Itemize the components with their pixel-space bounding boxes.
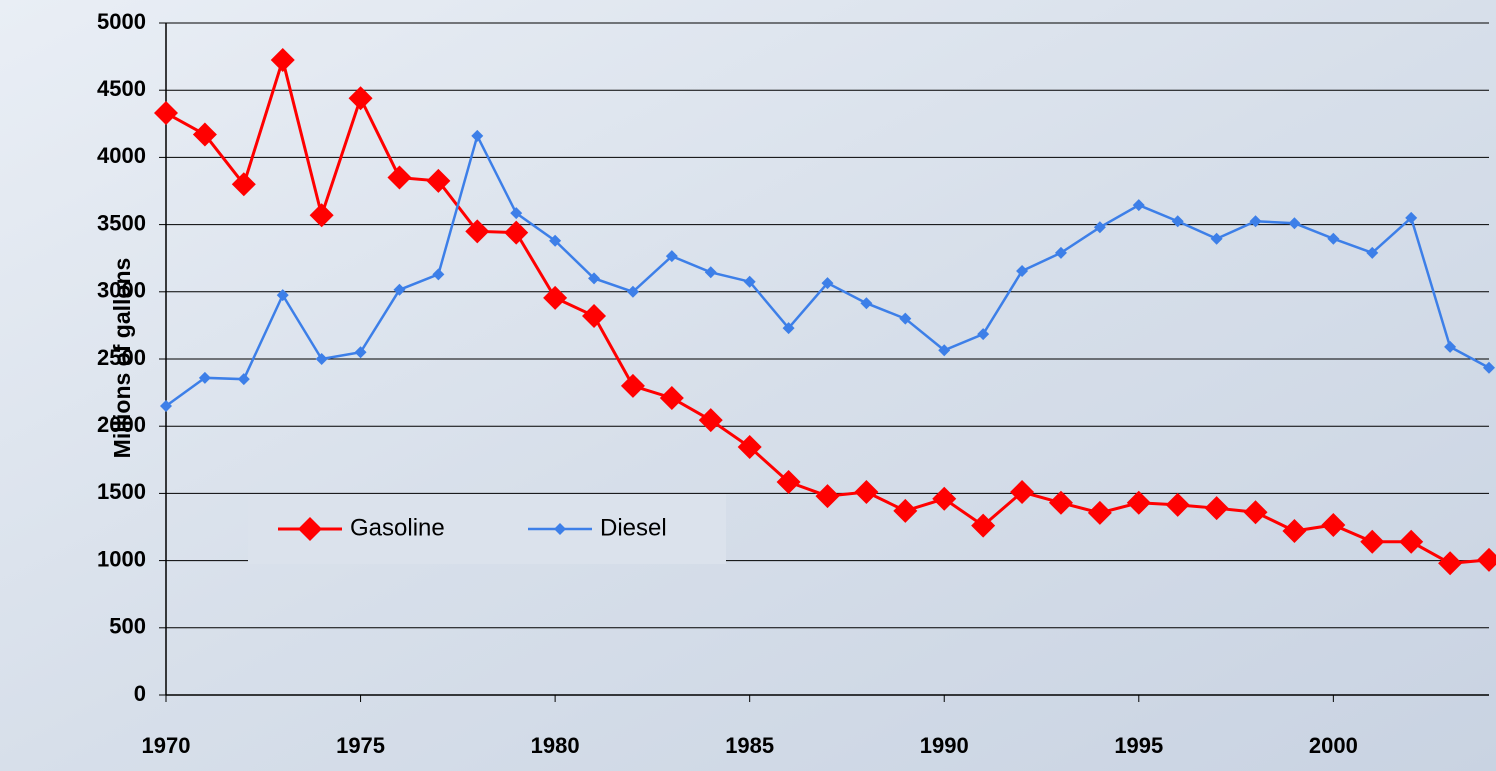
data-point [1054, 246, 1067, 259]
data-point [1016, 264, 1029, 277]
data-point [1210, 232, 1223, 245]
data-point [737, 435, 762, 460]
data-point [582, 303, 607, 328]
data-point [860, 297, 873, 310]
x-tick-label: 1995 [1114, 733, 1163, 758]
data-point [154, 101, 178, 126]
y-tick-label: 4000 [97, 143, 146, 168]
x-tick-label: 2000 [1309, 733, 1358, 758]
data-point [1132, 199, 1145, 212]
x-tick-label: 1985 [725, 733, 774, 758]
data-point [977, 328, 990, 341]
data-point [387, 165, 412, 190]
y-tick-label: 3500 [97, 210, 146, 235]
data-point [659, 385, 684, 410]
data-point [471, 129, 484, 142]
data-point [704, 266, 717, 279]
legend-marker [554, 523, 566, 535]
x-tick-label: 1980 [531, 733, 580, 758]
legend-marker [298, 517, 322, 541]
data-point [1087, 500, 1112, 525]
data-point [626, 285, 639, 298]
data-point [932, 486, 957, 511]
data-point [938, 344, 951, 357]
data-point [354, 346, 367, 359]
y-tick-label: 500 [109, 614, 146, 639]
data-point [231, 172, 256, 197]
data-point [1126, 490, 1151, 515]
data-point [432, 268, 445, 281]
data-point [1249, 215, 1262, 228]
data-point [543, 285, 568, 310]
data-point [588, 272, 601, 285]
data-point [743, 275, 756, 288]
data-point [504, 220, 529, 245]
data-point [198, 371, 211, 384]
data-point [309, 203, 334, 228]
y-tick-label: 2500 [97, 345, 146, 370]
data-point [620, 373, 645, 398]
data-point [1444, 340, 1457, 353]
data-point [1093, 221, 1106, 234]
data-point [854, 480, 879, 505]
y-tick-label: 5000 [97, 9, 146, 34]
data-point [971, 513, 996, 538]
data-point [1165, 492, 1190, 517]
data-point [1366, 246, 1379, 259]
data-point [1048, 490, 1073, 515]
data-point [1438, 551, 1463, 576]
data-point [1477, 547, 1496, 572]
data-point [237, 373, 250, 386]
data-point [315, 353, 328, 365]
data-point [276, 289, 289, 302]
y-axis-title: Millions of gallons [109, 258, 135, 459]
data-point [815, 484, 840, 509]
legend-label: Diesel [600, 514, 667, 541]
data-point [1171, 215, 1184, 228]
data-point [782, 322, 795, 335]
x-tick-label: 1970 [142, 733, 191, 758]
data-point [1399, 529, 1424, 554]
y-tick-label: 1000 [97, 546, 146, 571]
data-point [1243, 500, 1268, 525]
data-point [160, 400, 172, 413]
data-point [776, 469, 801, 494]
x-tick-label: 1975 [336, 733, 385, 758]
data-point [1288, 217, 1301, 230]
data-point [1282, 519, 1307, 544]
data-point [1321, 512, 1346, 537]
data-point [465, 219, 490, 244]
data-point [1204, 496, 1229, 521]
data-point [1405, 211, 1418, 224]
legend-label: Gasoline [350, 514, 445, 541]
data-point [270, 47, 295, 72]
data-point [348, 86, 373, 111]
data-point [549, 234, 562, 247]
data-point [1360, 529, 1385, 554]
data-point [698, 408, 723, 433]
data-point [393, 283, 406, 296]
y-tick-label: 3000 [97, 278, 146, 303]
data-point [1327, 232, 1340, 245]
data-point [192, 122, 217, 147]
data-point [821, 277, 834, 290]
y-tick-label: 2000 [97, 412, 146, 437]
y-tick-label: 1500 [97, 479, 146, 504]
data-point [893, 498, 918, 523]
data-point [426, 168, 451, 193]
data-point [1010, 480, 1035, 505]
data-point [1483, 361, 1495, 374]
data-point [510, 207, 523, 220]
y-tick-label: 4500 [97, 76, 146, 101]
data-point [665, 250, 678, 263]
data-point [899, 312, 912, 325]
y-tick-label: 0 [134, 681, 146, 706]
x-tick-label: 1990 [920, 733, 969, 758]
